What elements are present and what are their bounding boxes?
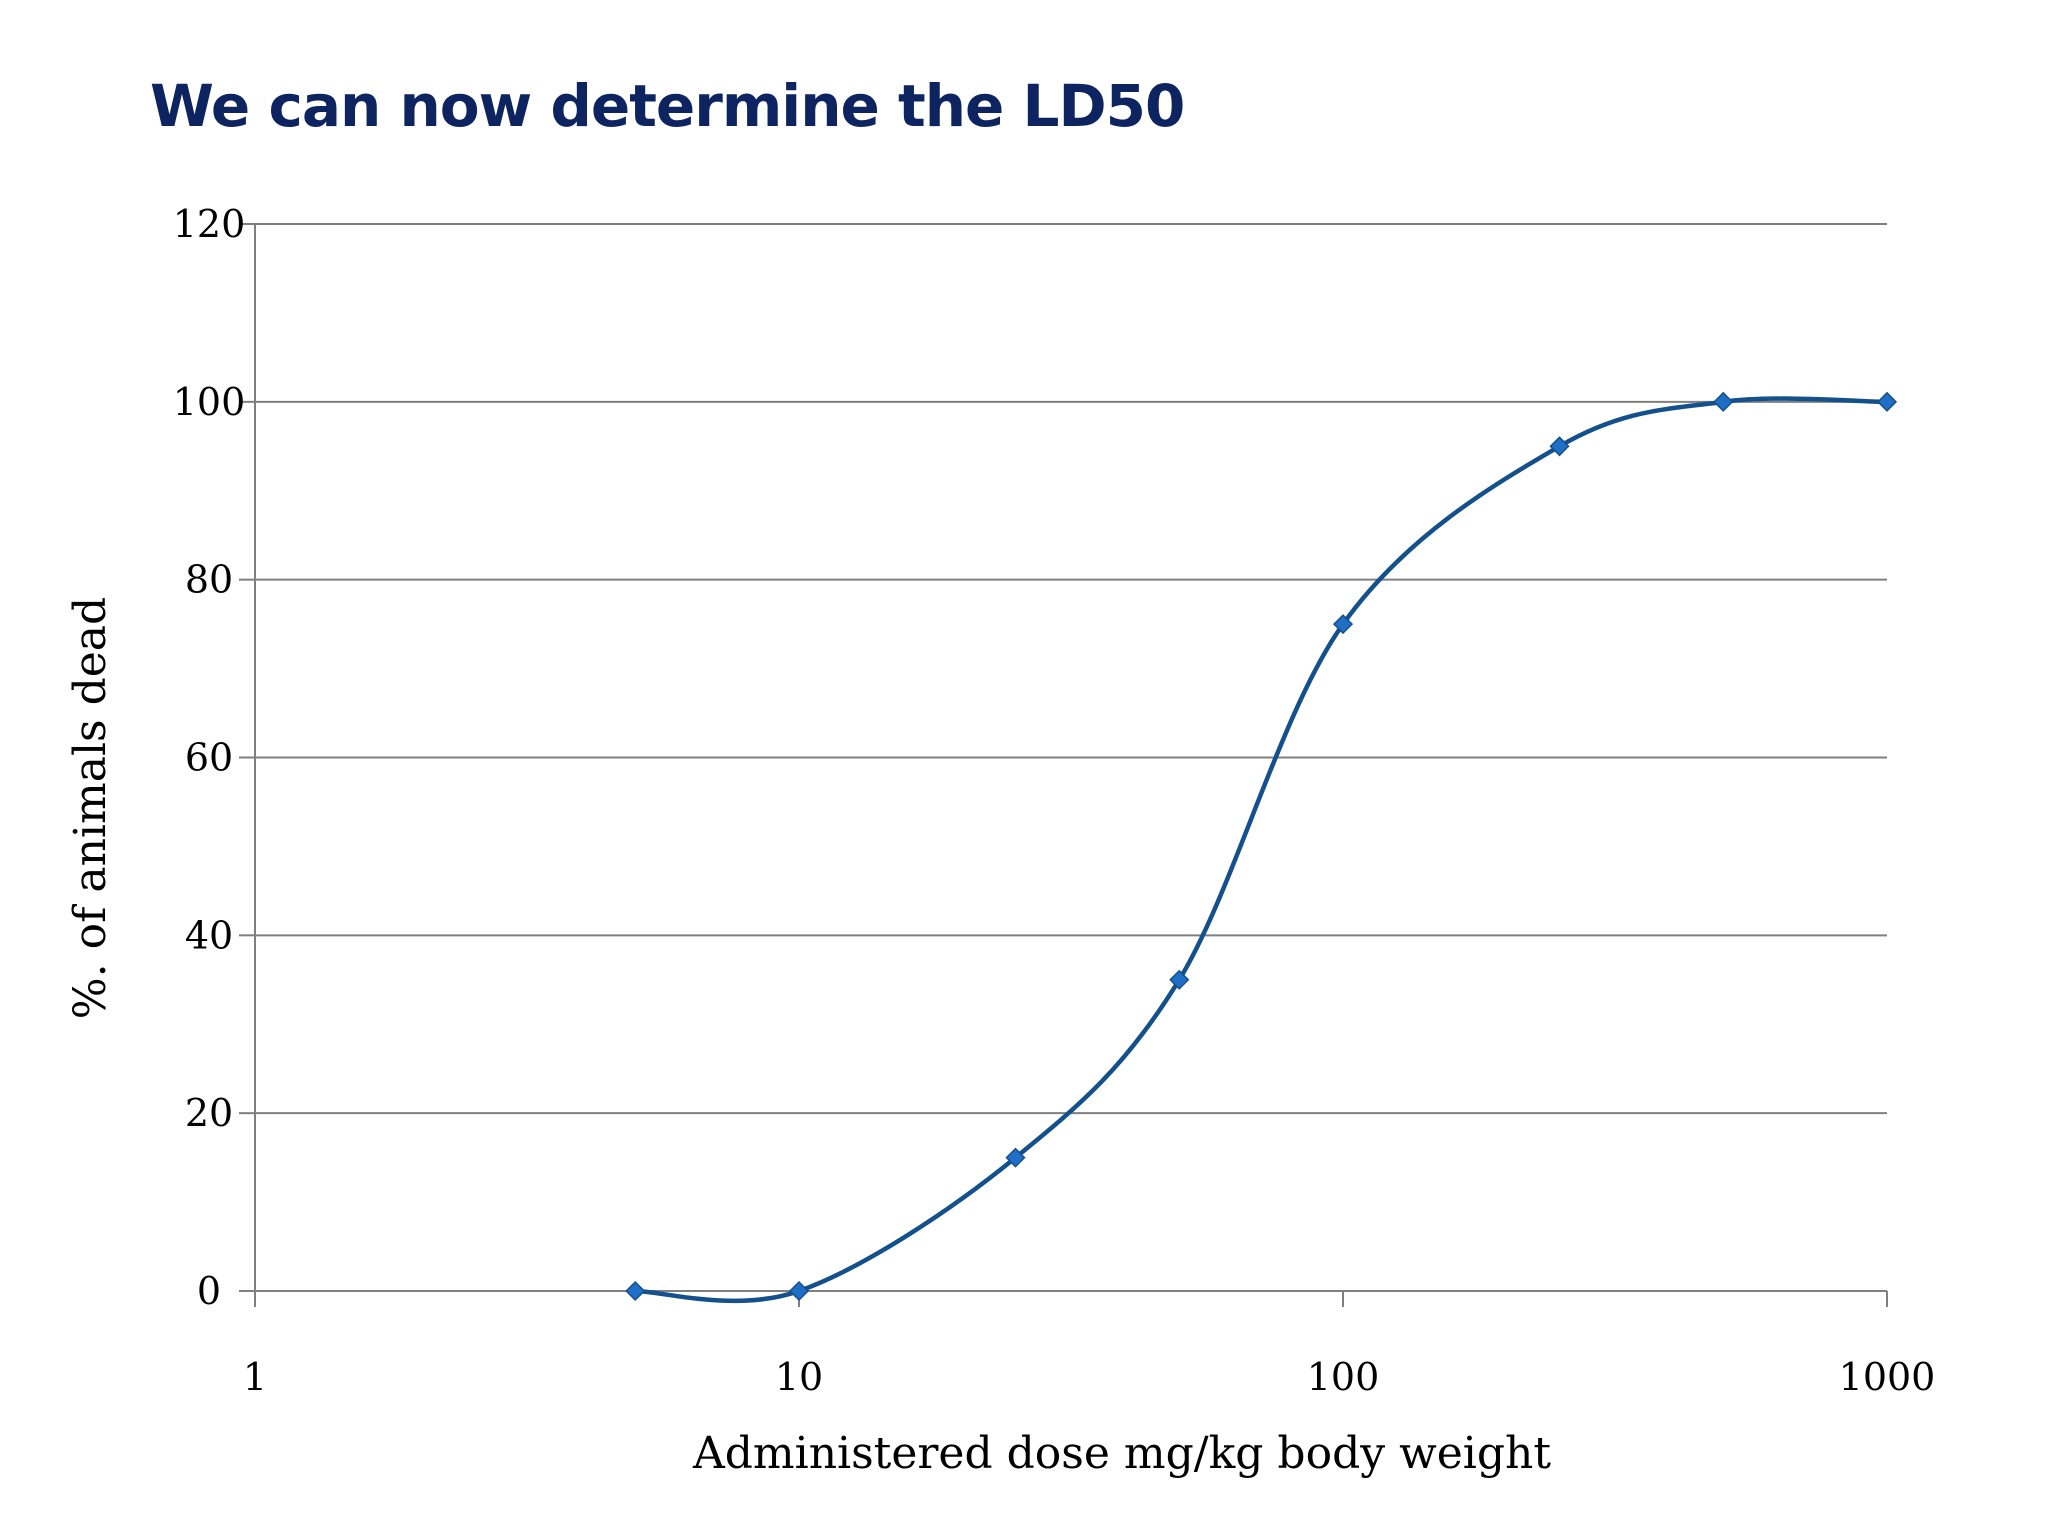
x-tick-label-1000: 1000 bbox=[1839, 1355, 1936, 1399]
x-tick-label-1: 1 bbox=[243, 1355, 267, 1399]
y-tick-label-100: 100 bbox=[173, 380, 246, 424]
y-tick-label-60: 60 bbox=[185, 736, 233, 780]
data-point-10 bbox=[788, 1280, 810, 1302]
data-points bbox=[625, 391, 1898, 1302]
y-tick-label-40: 40 bbox=[185, 913, 233, 957]
data-point-5 bbox=[625, 1280, 646, 1302]
y-axis-label: %. of animals dead bbox=[65, 597, 116, 1019]
x-axis-label: Administered dose mg/kg body weight bbox=[692, 1428, 1551, 1479]
data-point-100 bbox=[1332, 614, 1354, 635]
x-tick-label-10: 10 bbox=[775, 1355, 823, 1399]
y-tick-label-0: 0 bbox=[197, 1269, 221, 1313]
data-point-250 bbox=[1549, 436, 1570, 457]
data-point-25 bbox=[1005, 1147, 1026, 1168]
data-point-1000 bbox=[1876, 391, 1898, 412]
x-tick-label-100: 100 bbox=[1307, 1355, 1380, 1399]
y-tick-label-20: 20 bbox=[185, 1091, 233, 1135]
data-point-50 bbox=[1169, 969, 1190, 990]
series-line bbox=[632, 396, 1890, 1304]
slide-title: We can now determine the LD50 bbox=[150, 72, 1185, 140]
axes bbox=[239, 223, 1888, 1307]
gridlines bbox=[255, 223, 1887, 1115]
y-tick-label-80: 80 bbox=[185, 558, 233, 602]
data-point-500 bbox=[1713, 391, 1734, 412]
y-tick-label-120: 120 bbox=[173, 202, 246, 246]
